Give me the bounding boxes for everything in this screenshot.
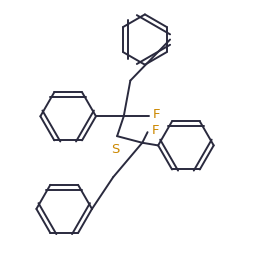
- Text: F: F: [151, 124, 159, 137]
- Text: S: S: [112, 143, 120, 156]
- Text: F: F: [153, 108, 160, 121]
